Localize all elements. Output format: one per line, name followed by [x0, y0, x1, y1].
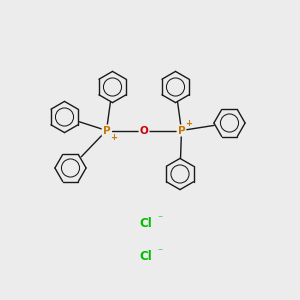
Text: Cl: Cl [139, 217, 152, 230]
Text: ⁻: ⁻ [157, 247, 163, 257]
Text: P: P [178, 125, 185, 136]
Text: P: P [103, 125, 110, 136]
Text: +: + [185, 119, 192, 128]
Text: O: O [140, 125, 148, 136]
Text: +: + [110, 133, 117, 142]
Text: Cl: Cl [139, 250, 152, 263]
Text: ⁻: ⁻ [157, 214, 163, 224]
